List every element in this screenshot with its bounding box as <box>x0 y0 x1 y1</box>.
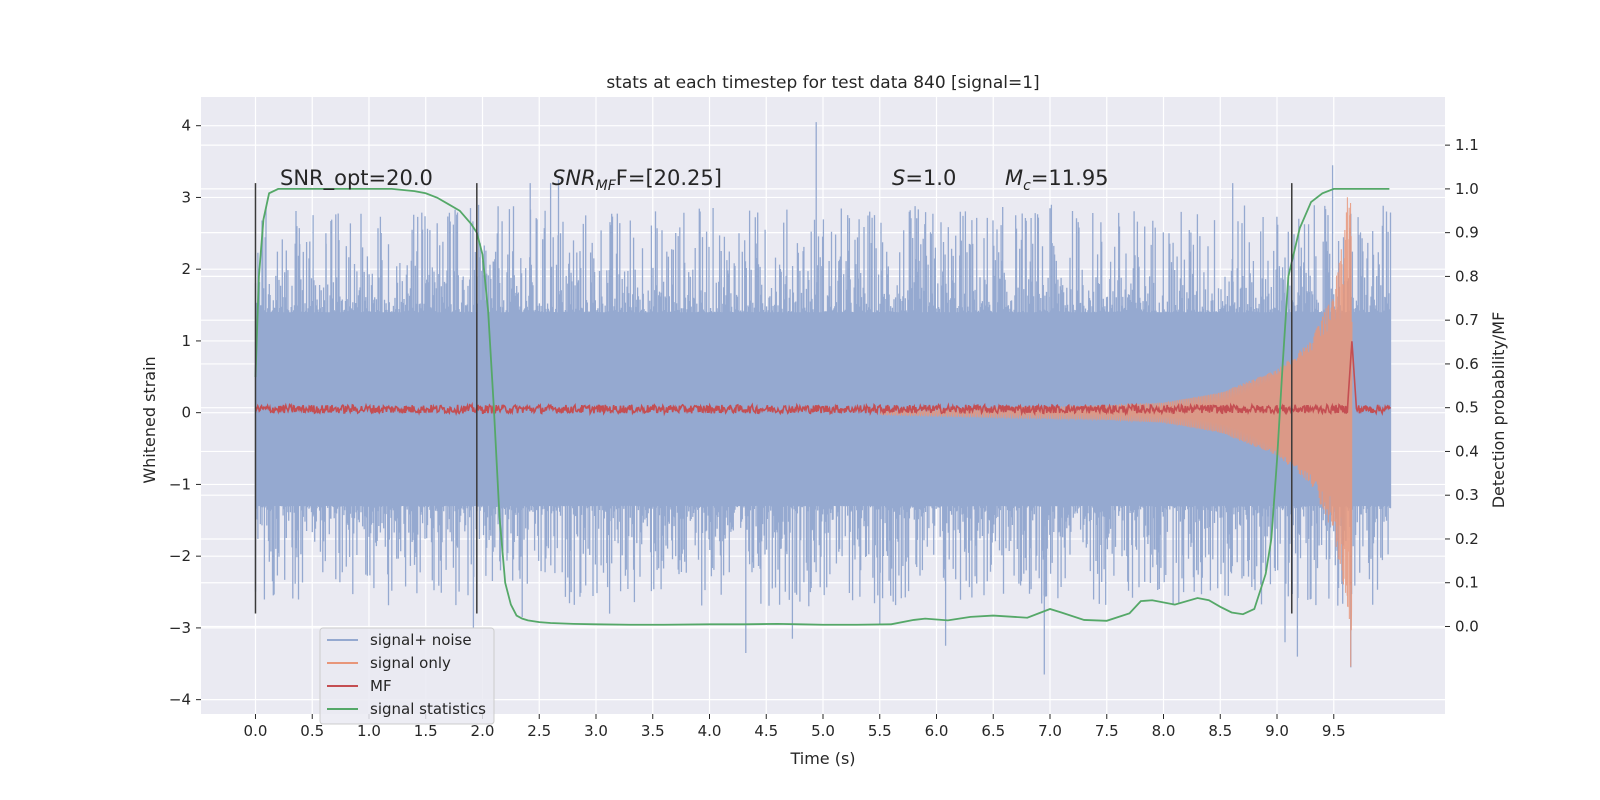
y2-tick-label: 1.1 <box>1455 136 1479 154</box>
x-tick-label: 1.5 <box>414 722 438 740</box>
y-tick-label: −1 <box>169 475 191 493</box>
x-tick-label: 5.5 <box>868 722 892 740</box>
y2-tick-label: 1.0 <box>1455 180 1479 198</box>
x-tick-label: 0.0 <box>244 722 268 740</box>
annotation-s: S=1.0 <box>892 166 956 190</box>
data-layer <box>254 122 1392 675</box>
legend-box <box>319 627 495 725</box>
signal-statistics-series <box>254 187 1390 626</box>
y-tick-label: 0 <box>181 404 191 422</box>
x-tick-label: 7.5 <box>1095 722 1119 740</box>
legend-label-0: signal+ noise <box>370 631 472 649</box>
y-tick-label: −2 <box>169 547 191 565</box>
x-tick-label: 1.0 <box>357 722 381 740</box>
x-tick-label: 8.0 <box>1152 722 1176 740</box>
y-tick-label: 1 <box>181 332 191 350</box>
y-tick-label: 3 <box>181 188 191 206</box>
annotation-mc-value: =11.95 <box>1031 166 1109 190</box>
x-tick-label: 5.0 <box>811 722 835 740</box>
y2-tick-label: 0.6 <box>1455 355 1479 373</box>
x-tick-label: 3.5 <box>641 722 665 740</box>
annotation-mc-sub: c <box>1023 178 1031 194</box>
legend-label-1: signal only <box>370 654 451 672</box>
y-tick-label: −3 <box>169 619 191 637</box>
x-tick-label: 2.0 <box>471 722 495 740</box>
x-axis-label: Time (s) <box>789 749 855 768</box>
x-tick-label: 4.0 <box>698 722 722 740</box>
x-tick-label: 2.5 <box>527 722 551 740</box>
y2-tick-label: 0.1 <box>1455 574 1479 592</box>
y2-axis-label: Detection probability/MF <box>1489 312 1508 509</box>
y2-tick-label: 0.2 <box>1455 530 1479 548</box>
y-tick-label: −4 <box>169 691 191 709</box>
legend-label-3: signal statistics <box>370 700 486 718</box>
legend: signal+ noise signal only MF signal stat… <box>319 627 495 725</box>
x-tick-label: 8.5 <box>1208 722 1232 740</box>
y-tick-label: 4 <box>181 117 191 135</box>
x-tick-label: 9.0 <box>1265 722 1289 740</box>
annotation-mc: Mc=11.95 <box>1005 166 1109 194</box>
mf-series <box>254 341 1392 417</box>
y2-tick-label: 0.9 <box>1455 224 1479 242</box>
legend-label-2: MF <box>370 677 392 695</box>
x-tick-label: 6.0 <box>925 722 949 740</box>
annotation-snr-mf-value: F=[20.25] <box>616 166 722 190</box>
annotation-snr-opt: SNR_opt=20.0 <box>280 166 433 191</box>
y2-tick-label: 0.8 <box>1455 267 1479 285</box>
y2-tick-label: 0.5 <box>1455 399 1479 417</box>
ticks: 0.0 0.5 1.0 1.5 2.0 2.5 3.0 3.5 4.0 4.5 5.0 5.5 6.0 6… <box>169 117 1479 740</box>
x-tick-label: 3.0 <box>584 722 608 740</box>
x-tick-label: 7.0 <box>1038 722 1062 740</box>
chart-title: stats at each timestep for test data 840… <box>606 73 1039 93</box>
x-tick-label: 9.5 <box>1322 722 1346 740</box>
y2-tick-label: 0.4 <box>1455 442 1479 460</box>
annotation-s-value: =1.0 <box>905 166 956 190</box>
vertical-markers <box>254 183 1293 614</box>
annotation-mc-var: M <box>1005 166 1023 190</box>
y-axis-label: Whitened strain <box>140 356 159 483</box>
annotation-snr-mf-sub: MF <box>596 178 617 194</box>
y2-tick-label: 0.3 <box>1455 486 1479 504</box>
annotation-s-var: S <box>892 166 905 190</box>
x-tick-label: 6.5 <box>981 722 1005 740</box>
x-tick-label: 4.5 <box>754 722 778 740</box>
annotations: SNR_opt=20.0 SNRMFF=[20.25] S=1.0 Mc=11.… <box>280 166 1109 194</box>
annotation-snr-mf-var: SNR <box>552 166 596 190</box>
y2-tick-label: 0.0 <box>1455 617 1479 635</box>
annotation-snr-mf: SNRMFF=[20.25] <box>552 166 722 194</box>
y2-tick-label: 0.7 <box>1455 311 1479 329</box>
y-tick-label: 2 <box>181 260 191 278</box>
x-tick-label: 0.5 <box>300 722 324 740</box>
